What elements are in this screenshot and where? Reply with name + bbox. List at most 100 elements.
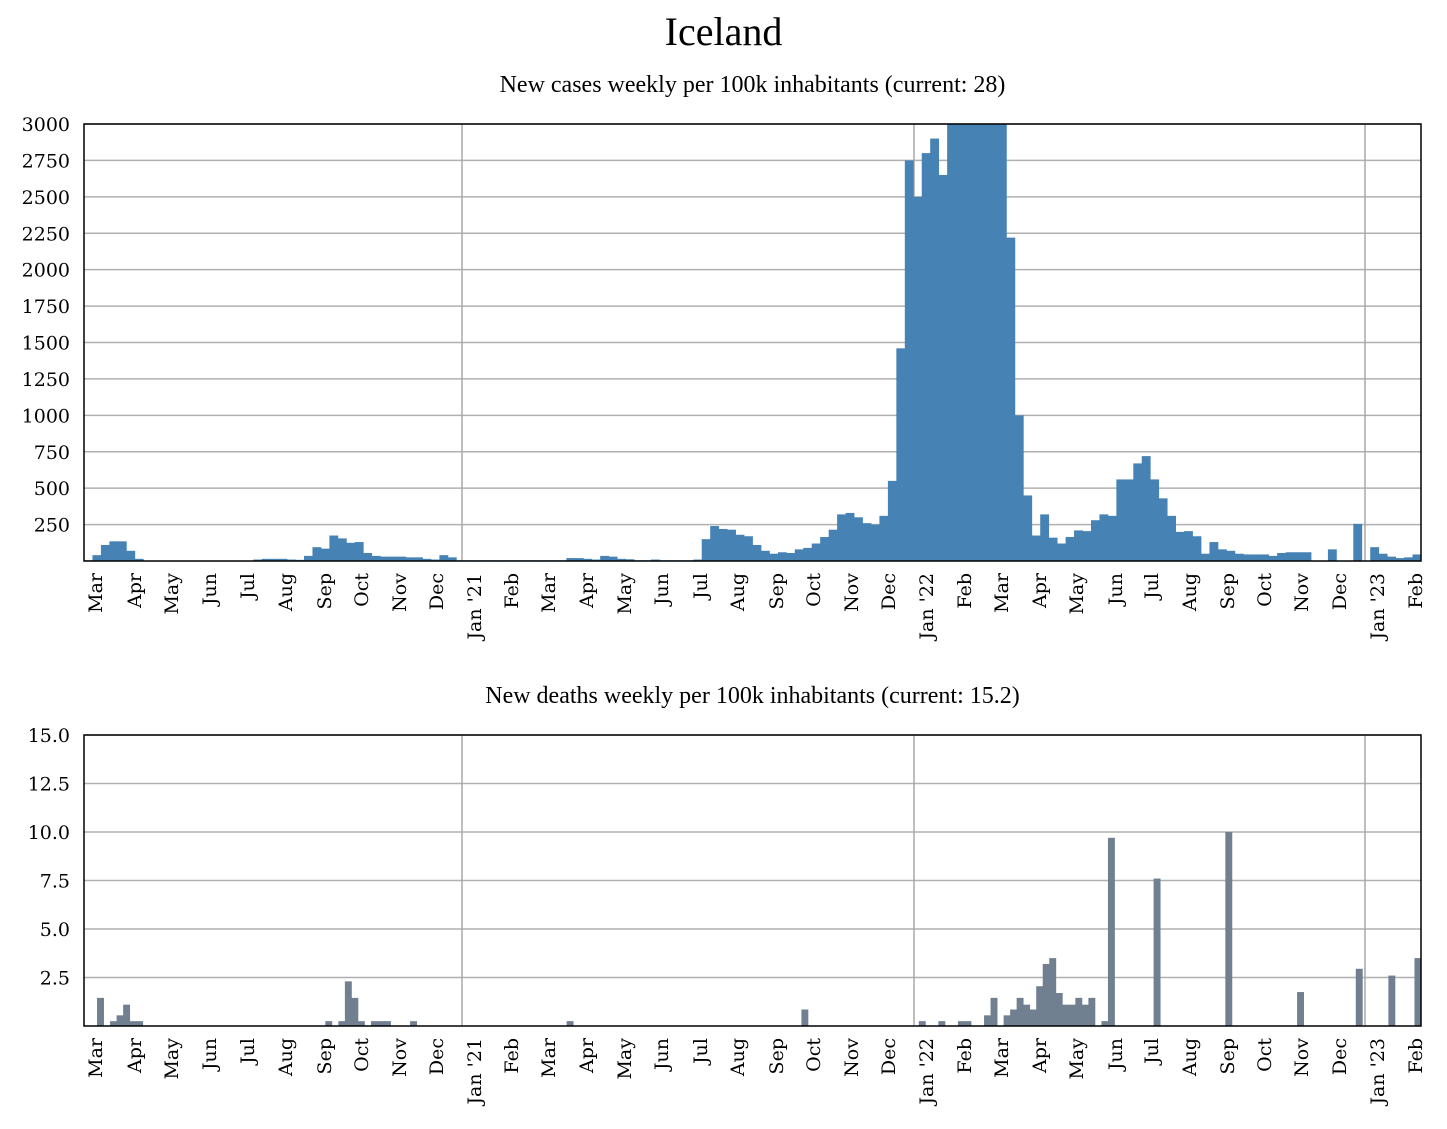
deaths-bar: [1042, 963, 1050, 1026]
cases-x-tick-label: Sep: [766, 573, 788, 609]
deaths-x-tick-label: Mar: [991, 1037, 1013, 1078]
deaths-bar: [1003, 1015, 1011, 1026]
cases-bar: [1217, 549, 1227, 561]
deaths-x-tick-label: Dec: [878, 1038, 900, 1075]
deaths-bar: [1414, 958, 1422, 1026]
cases-x-tick-label: Jan '22: [916, 573, 938, 642]
cases-x-tick-label: Aug: [275, 573, 297, 612]
cases-bar: [414, 557, 423, 561]
cases-bar: [1116, 479, 1126, 561]
deaths-bar: [1297, 992, 1304, 1026]
cases-bar: [363, 552, 373, 561]
cases-y-tick-label: 750: [34, 442, 70, 464]
cases-bar: [964, 124, 973, 561]
cases-x-tick-label: Apr: [124, 572, 146, 609]
cases-bar: [930, 138, 940, 561]
deaths-x-tick-label: Sep: [1217, 1038, 1239, 1074]
cases-bar: [1200, 553, 1210, 561]
cases-bar: [1065, 536, 1075, 561]
cases-bar: [304, 555, 313, 561]
cases-x-tick-label: Oct: [1254, 573, 1276, 607]
cases-x-tick-label: Feb: [501, 573, 523, 609]
cases-chart-title: New cases weekly per 100k inhabitants (c…: [499, 72, 1006, 98]
cases-bar: [100, 544, 110, 561]
cases-bar: [794, 549, 804, 561]
cases-bar: [1133, 463, 1143, 561]
cases-bar: [769, 553, 779, 561]
cases-bar: [710, 526, 720, 561]
cases-x-tick-label: Mar: [85, 572, 107, 613]
deaths-bar: [566, 1021, 574, 1026]
cases-bar: [760, 550, 770, 561]
cases-x-tick-label: Jun: [199, 573, 221, 607]
cases-x-tick-label: Aug: [1179, 573, 1201, 612]
cases-bar: [1175, 531, 1185, 561]
cases-bar: [447, 557, 457, 561]
cases-x-tick-label: Dec: [878, 573, 900, 610]
deaths-bar: [338, 1021, 346, 1026]
deaths-bar: [1055, 993, 1063, 1026]
cases-y-tick-label: 1500: [22, 333, 70, 355]
deaths-x-tick-label: Jan '21: [464, 1038, 486, 1107]
deaths-bar: [1225, 832, 1233, 1026]
cases-x-tick-label: Jul: [237, 573, 259, 601]
cases-bar: [989, 124, 999, 561]
cases-x-tick-label: Jun: [1105, 573, 1127, 607]
cases-y-tick-label: 2250: [22, 223, 70, 245]
cases-bar: [752, 544, 762, 561]
cases-bar: [955, 124, 965, 561]
deaths-y-tick-label: 5.0: [40, 919, 70, 941]
cases-bar: [1031, 535, 1041, 561]
deaths-bar: [344, 981, 352, 1026]
cases-bar: [388, 556, 398, 561]
cases-bar: [600, 555, 610, 561]
cases-bar: [896, 348, 906, 561]
cases-bar: [811, 543, 821, 561]
deaths-x-tick-label: Sep: [766, 1038, 788, 1074]
deaths-bar: [1029, 1009, 1037, 1026]
cases-x-tick-label: Jun: [651, 573, 673, 607]
deaths-x-tick-label: Dec: [1329, 1038, 1351, 1075]
deaths-bar: [123, 1004, 131, 1026]
cases-bar: [1158, 498, 1168, 561]
deaths-x-tick-label: Dec: [426, 1038, 448, 1075]
deaths-bar: [1101, 1021, 1109, 1026]
cases-bar: [1082, 531, 1092, 561]
cases-bar: [972, 124, 982, 561]
deaths-bar: [1010, 1009, 1018, 1026]
cases-bar: [1040, 514, 1050, 561]
cases-x-tick-label: Jan '21: [464, 573, 486, 642]
cases-bar: [439, 555, 449, 561]
cases-bar: [1090, 520, 1100, 561]
cases-bar: [422, 558, 432, 561]
cases-x-tick-label: Dec: [426, 573, 448, 610]
cases-bar: [913, 196, 923, 561]
cases-bar: [1226, 550, 1236, 561]
deaths-bar: [1107, 837, 1115, 1026]
cases-bar: [701, 539, 711, 561]
deaths-bar: [1388, 975, 1396, 1026]
cases-bar: [1074, 530, 1083, 561]
cases-bar: [1294, 552, 1303, 561]
deaths-y-tick-label: 10.0: [28, 822, 70, 844]
cases-bar: [1404, 557, 1413, 561]
cases-bar: [1048, 537, 1058, 561]
deaths-x-tick-label: Nov: [389, 1038, 411, 1077]
cases-x-tick-label: Oct: [803, 573, 825, 607]
cases-bar: [278, 558, 288, 561]
deaths-bar: [1062, 1004, 1070, 1026]
cases-bar: [337, 538, 347, 561]
cases-x-tick-label: Nov: [1291, 573, 1313, 612]
deaths-x-tick-label: Aug: [275, 1038, 297, 1077]
cases-bar: [117, 541, 127, 561]
deaths-bar: [918, 1021, 926, 1026]
cases-y-tick-label: 1250: [22, 369, 70, 391]
cases-bar: [718, 528, 728, 561]
deaths-x-tick-label: Apr: [1029, 1037, 1051, 1074]
cases-bar: [1099, 514, 1109, 561]
cases-bar: [371, 555, 381, 561]
cases-bar: [735, 534, 745, 561]
cases-bar: [583, 558, 593, 561]
deaths-x-tick-label: Mar: [538, 1037, 560, 1078]
cases-bar: [1251, 554, 1261, 561]
